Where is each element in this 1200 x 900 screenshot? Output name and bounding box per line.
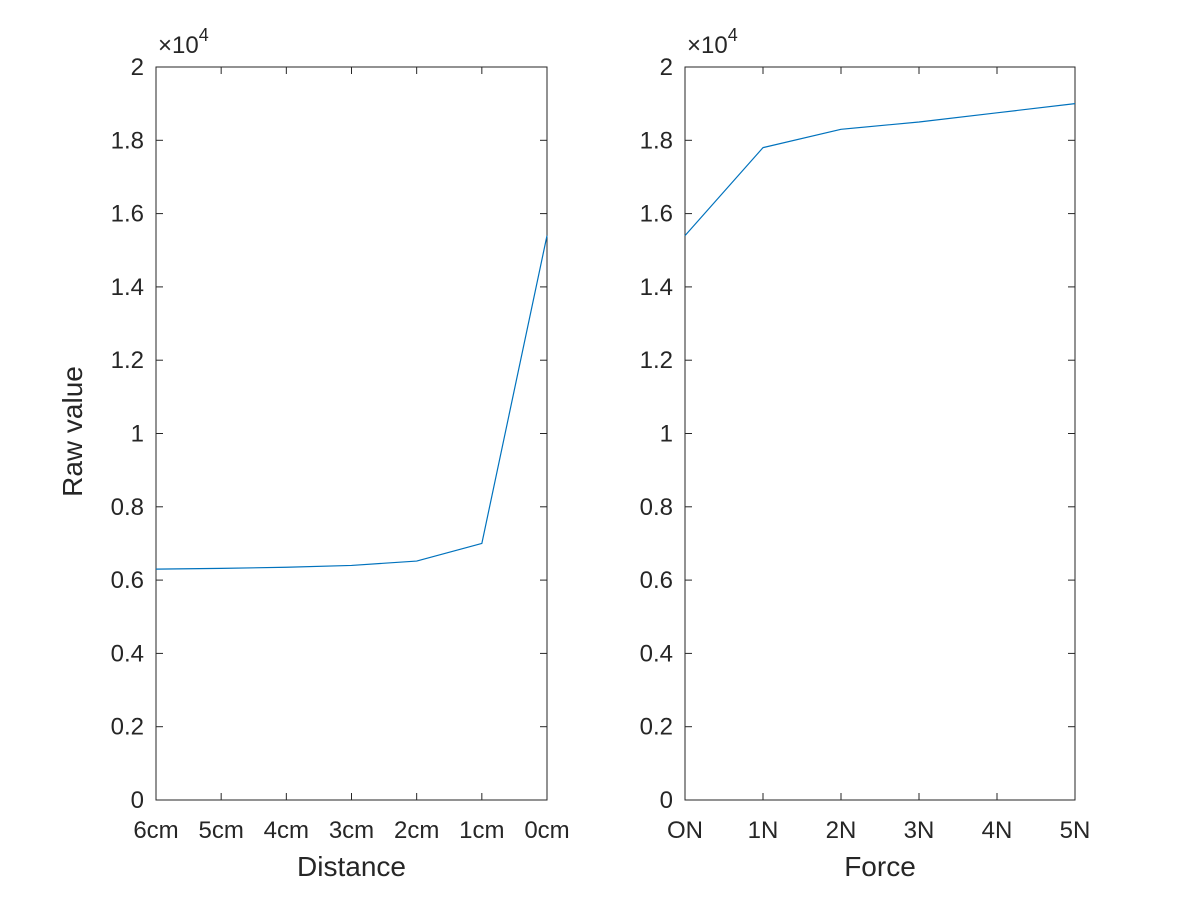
y-tick-label: 1.4 xyxy=(111,274,144,301)
x-tick-label: 1N xyxy=(748,817,779,844)
series-line xyxy=(155,235,548,570)
exponent-base: ×10 xyxy=(158,32,199,59)
y-tick-label: 0 xyxy=(131,787,144,814)
x-axis-label: Force xyxy=(844,851,916,882)
y-tick-label: 1.2 xyxy=(640,347,673,374)
y-tick-label: 0.4 xyxy=(640,640,673,667)
y-tick-label: 1.6 xyxy=(640,201,673,228)
y-tick-label: 0.4 xyxy=(111,640,144,667)
y-tick-label: 2 xyxy=(660,54,673,81)
exponent-power: 4 xyxy=(199,25,209,45)
x-tick-label: ON xyxy=(667,817,703,844)
x-tick-label: 6cm xyxy=(133,817,178,844)
y-tick-label: 0.8 xyxy=(111,494,144,521)
x-axis-label: Distance xyxy=(297,851,406,882)
y-tick-label: 2 xyxy=(131,54,144,81)
x-tick-label: 2N xyxy=(826,817,857,844)
exponent-label: ×104 xyxy=(687,25,738,59)
x-tick-label: 5cm xyxy=(198,817,243,844)
y-tick-label: 1 xyxy=(131,421,144,448)
x-tick-label: 1cm xyxy=(459,817,504,844)
y-tick-label: 0.2 xyxy=(111,714,144,741)
axes-box xyxy=(684,66,1076,801)
x-tick-label: 4cm xyxy=(264,817,309,844)
y-axis-label: Raw value xyxy=(57,366,88,497)
y-tick-label: 1.8 xyxy=(640,127,673,154)
force-chart: 0 0.2 0.4 0.6 0.8 1 1.2 1.4 1.6 1.8 2 ON 1N 2N 3N 4N 5N ×… xyxy=(640,25,1091,882)
x-tick-label: 5N xyxy=(1060,817,1091,844)
axes-box xyxy=(155,66,548,801)
y-tick-label: 1.6 xyxy=(111,201,144,228)
y-tick-label: 1.2 xyxy=(111,347,144,374)
x-tick-label: 3cm xyxy=(329,817,374,844)
exponent-base: ×10 xyxy=(687,32,728,59)
x-tick-label: 2cm xyxy=(394,817,439,844)
series-line xyxy=(684,103,1076,236)
exponent-power: 4 xyxy=(728,25,738,45)
y-tick-label: 0.8 xyxy=(640,494,673,521)
y-tick-label: 0.2 xyxy=(640,714,673,741)
exponent-label: ×104 xyxy=(158,25,209,59)
y-tick-label: 1.4 xyxy=(640,274,673,301)
distance-chart: 0 0.2 0.4 0.6 0.8 1 1.2 1.4 1.6 1.8 2 6cm 5cm 4cm 3cm 2… xyxy=(57,25,570,882)
y-tick-label: 0 xyxy=(660,787,673,814)
y-tick-label: 1 xyxy=(660,421,673,448)
x-tick-label: 4N xyxy=(982,817,1013,844)
y-tick-label: 1.8 xyxy=(111,127,144,154)
x-tick-label: 3N xyxy=(904,817,935,844)
y-tick-label: 0.6 xyxy=(111,567,144,594)
y-tick-label: 0.6 xyxy=(640,567,673,594)
x-tick-label: 0cm xyxy=(524,817,569,844)
